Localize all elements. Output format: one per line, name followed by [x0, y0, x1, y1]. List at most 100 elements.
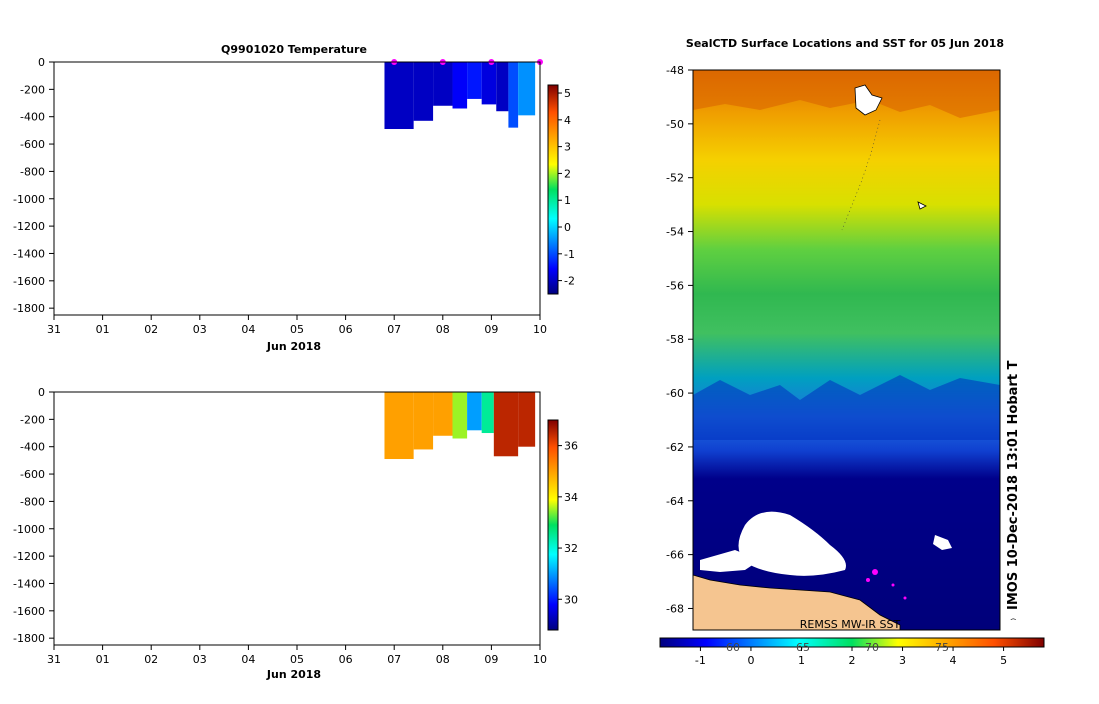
temperature-plot-frame: [53, 61, 541, 316]
sst-colorbar: [659, 637, 1045, 648]
sst-colorbar-tick-label: -1: [695, 654, 706, 667]
colorbar-tick-label: 1: [564, 194, 571, 207]
latitude-tick-label: -64: [666, 495, 684, 508]
profile-cell: [493, 392, 519, 457]
y-tick-label: -1800: [13, 302, 45, 315]
temperature-x-axis-label: Jun 2018: [266, 340, 321, 353]
x-tick-label: 10: [533, 323, 547, 336]
x-tick-label: 05: [290, 323, 304, 336]
colorbar-tick-label: -2: [564, 275, 575, 288]
y-tick-label: -1600: [13, 605, 45, 618]
colorbar-tick-label: 0: [564, 221, 571, 234]
latitude-tick-label: -68: [666, 602, 684, 615]
sst-map-title: SealCTD Surface Locations and SST for 05…: [686, 37, 1004, 50]
profile-cell: [452, 392, 468, 439]
colorbar-tick-label: 34: [564, 491, 578, 504]
x-tick-label: 06: [339, 323, 353, 336]
y-tick-label: 0: [38, 56, 45, 69]
latitude-tick-label: -54: [666, 226, 684, 239]
y-tick-label: -800: [20, 495, 45, 508]
x-tick-label: 09: [484, 323, 498, 336]
profile-cell: [413, 62, 434, 121]
sst-colorbar-tick-label: 3: [899, 654, 906, 667]
x-tick-label: 31: [47, 323, 61, 336]
longitude-label: 70: [865, 641, 879, 654]
profile-cell: [413, 392, 434, 450]
profile-cell: [467, 62, 482, 99]
temperature-colorbar: [547, 84, 559, 295]
seal-track-point: [903, 596, 907, 600]
latitude-tick-label: -58: [666, 333, 684, 346]
profile-cell: [481, 62, 497, 105]
sst-colorbar-ticks: -1 0 1 2 3 4 5: [695, 647, 1007, 667]
sea-ice-patch: [738, 511, 846, 576]
imos-credit-text: IMOS 10-Dec-2018 13:01 Hobart Time: [1006, 360, 1021, 610]
x-tick-label: 02: [144, 653, 158, 666]
y-tick-label: -1400: [13, 577, 45, 590]
seal-track-point: [891, 583, 895, 587]
warm-water-patch: [693, 70, 1000, 118]
sst-map-frame: [692, 69, 1001, 631]
sst-colorbar-tick-label: 5: [1000, 654, 1007, 667]
y-tick-label: -1600: [13, 275, 45, 288]
sst-map-field: REMSS MW-IR SST: [692, 70, 1000, 631]
y-tick-label: -1200: [13, 220, 45, 233]
temperature-x-ticks: 31 01 02 03 04 05 06 07 08 09 10: [47, 315, 547, 336]
y-tick-label: -200: [20, 83, 45, 96]
latitude-tick-label: -48: [666, 64, 684, 77]
latitude-tick-label: -52: [666, 172, 684, 185]
temperature-y-ticks: 0 -200 -400 -600 -800 -1000 -1200 -1400 -1600 -18…: [13, 56, 54, 315]
temperature-section-panel: Q9901020 Temperature 0 -200 -400 -600 -800 -1…: [13, 43, 575, 353]
profile-cell: [518, 392, 536, 447]
x-tick-label: 04: [241, 653, 255, 666]
profile-cell: [384, 62, 414, 130]
seal-track: [841, 119, 881, 231]
salinity-x-ticks: 31 01 02 03 04 05 06 07 08 09 10: [47, 645, 547, 666]
colorbar-tick-label: 3: [564, 141, 571, 154]
salinity-colorbar-ticks: 36 34 32 30: [558, 440, 578, 606]
profile-cell: [467, 392, 482, 431]
profile-cell: [433, 392, 453, 436]
x-tick-label: 03: [193, 323, 207, 336]
x-tick-label: 08: [436, 653, 450, 666]
x-tick-label: 03: [193, 653, 207, 666]
y-tick-label: -1800: [13, 632, 45, 645]
x-tick-label: 01: [96, 653, 110, 666]
y-tick-label: -400: [20, 111, 45, 124]
x-tick-label: 07: [387, 323, 401, 336]
salinity-colorbar: [547, 419, 559, 631]
y-tick-label: -1000: [13, 523, 45, 536]
y-tick-label: -800: [20, 165, 45, 178]
colorbar-tick-label: 36: [564, 440, 578, 453]
heard-island: [917, 201, 927, 210]
longitude-label: 65: [796, 641, 810, 654]
x-tick-label: 31: [47, 653, 61, 666]
sst-colorbar-tick-label: 0: [747, 654, 754, 667]
profile-cell: [384, 392, 414, 460]
y-tick-label: -1200: [13, 550, 45, 563]
profile-cell: [508, 62, 519, 128]
profile-cell: [433, 62, 453, 106]
imos-credit: IMOS 10-Dec-2018 13:01 Hobart Time ©: [1006, 360, 1021, 620]
latitude-ticks: -48 -50 -52 -54 -56 -58 -60 -62 -64 -66 -68: [666, 64, 693, 615]
latitude-tick-label: -62: [666, 441, 684, 454]
salinity-y-ticks: 0 -200 -400 -600 -800 -1000 -1200 -1400 -1600 -18…: [13, 386, 54, 645]
colorbar-tick-label: 2: [564, 167, 571, 180]
colorbar-tick-label: -1: [564, 248, 575, 261]
y-tick-label: 0: [38, 386, 45, 399]
salinity-plot-area: [384, 392, 536, 460]
copyright-symbol: ©: [1007, 617, 1020, 620]
x-tick-label: 06: [339, 653, 353, 666]
sst-colorbar-tick-label: 2: [849, 654, 856, 667]
y-tick-label: -400: [20, 441, 45, 454]
seal-surface-location: [866, 578, 870, 582]
profile-cell: [481, 392, 494, 434]
sea-ice-patch-west: [700, 550, 760, 572]
latitude-tick-label: -60: [666, 387, 684, 400]
profile-cell: [496, 62, 509, 112]
y-tick-label: -200: [20, 413, 45, 426]
sst-colorbar-tick-label: 1: [798, 654, 805, 667]
colorbar-tick-label: 4: [564, 114, 571, 127]
x-tick-label: 05: [290, 653, 304, 666]
